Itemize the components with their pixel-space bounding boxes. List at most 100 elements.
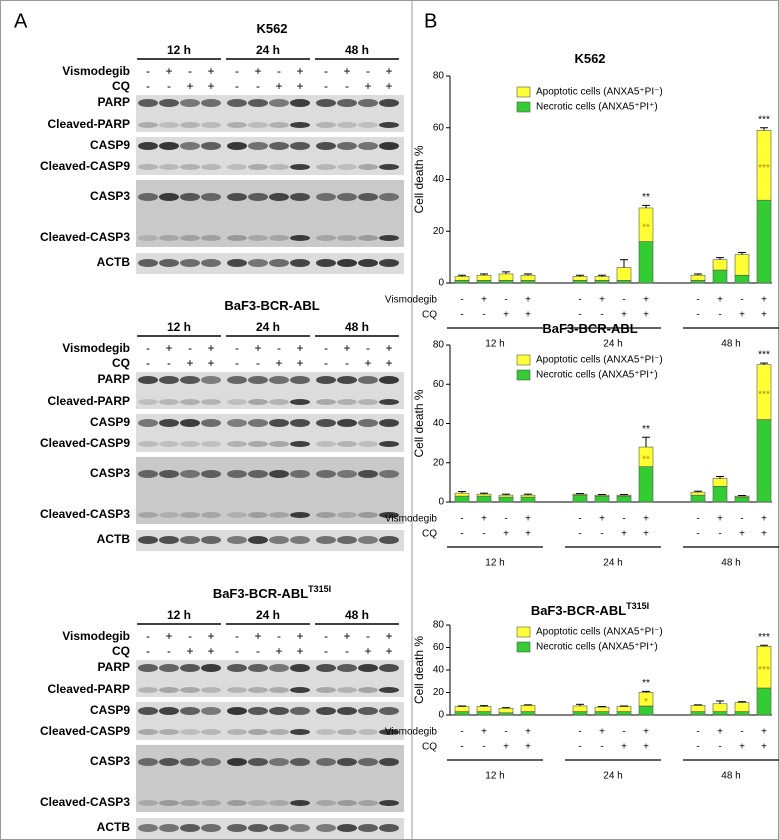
band-label: Cleaved-CASP3 <box>40 507 130 521</box>
bar <box>690 274 706 281</box>
band <box>269 376 289 384</box>
band <box>138 122 158 128</box>
bar <box>454 711 470 716</box>
band <box>316 441 336 447</box>
band-label: CASP3 <box>90 189 130 203</box>
band <box>180 164 200 170</box>
sign: - <box>324 629 328 643</box>
title: BaF3-BCR-ABLT315I <box>531 601 649 618</box>
band <box>316 512 336 518</box>
band <box>227 758 247 766</box>
band <box>358 376 378 384</box>
sign: + <box>643 742 649 753</box>
group-label: 12 h <box>485 339 504 350</box>
y-tick-label: 80 <box>433 71 445 82</box>
band <box>248 399 268 405</box>
sign: + <box>525 295 531 306</box>
band <box>290 399 310 405</box>
band-label: CASP9 <box>90 703 130 717</box>
band <box>159 824 179 832</box>
band <box>138 824 158 832</box>
treatment-label: Vismodegib <box>385 295 438 306</box>
sign: + <box>296 79 303 93</box>
band <box>159 687 179 693</box>
sign: - <box>460 742 463 753</box>
band <box>316 235 336 241</box>
band <box>248 122 268 128</box>
band <box>159 399 179 405</box>
group-label: 12 h <box>485 558 504 569</box>
band <box>248 512 268 518</box>
band <box>337 536 357 544</box>
error-bar <box>738 251 746 255</box>
title: K562 <box>256 21 287 36</box>
treatment-label: CQ <box>422 310 437 321</box>
sign: + <box>207 629 214 643</box>
bar <box>616 267 632 281</box>
band <box>227 470 247 478</box>
band <box>138 664 158 672</box>
band <box>138 470 158 478</box>
treatment-label: CQ <box>112 644 130 658</box>
band <box>316 687 336 693</box>
bar <box>734 496 750 503</box>
bar <box>498 273 514 281</box>
legend-swatch <box>516 86 531 98</box>
sign: - <box>324 79 328 93</box>
band <box>227 376 247 384</box>
sign: + <box>481 727 487 738</box>
band <box>159 99 179 107</box>
sign: + <box>481 514 487 525</box>
sign: + <box>296 629 303 643</box>
sign: + <box>343 64 350 78</box>
band <box>316 419 336 427</box>
sign: + <box>207 79 214 93</box>
sign: - <box>578 295 581 306</box>
bar <box>594 276 610 281</box>
band <box>180 536 200 544</box>
legend-swatch <box>516 369 531 381</box>
bar <box>520 274 536 281</box>
sign: - <box>146 356 150 370</box>
band <box>227 193 247 201</box>
sign: + <box>761 529 767 540</box>
band <box>290 376 310 384</box>
title-text: BaF3-BCR-ABL <box>542 321 637 336</box>
title: K562 <box>574 51 605 66</box>
band-label: Cleaved-CASP9 <box>40 436 130 450</box>
sign: - <box>600 310 603 321</box>
band <box>201 824 221 832</box>
sign: + <box>739 742 745 753</box>
band <box>159 235 179 241</box>
bar <box>616 495 632 503</box>
band <box>227 259 247 267</box>
treatment-label: CQ <box>112 79 130 93</box>
sign: + <box>186 79 193 93</box>
band <box>159 707 179 715</box>
band <box>337 99 357 107</box>
group-label: 48 h <box>721 771 740 782</box>
sign: + <box>717 727 723 738</box>
bar <box>638 466 654 503</box>
sign: - <box>578 742 581 753</box>
bar <box>572 494 588 503</box>
bar <box>594 280 610 284</box>
bar <box>476 493 492 497</box>
sign: + <box>296 644 303 658</box>
sign: - <box>324 341 328 355</box>
error-bar <box>642 436 650 448</box>
band <box>201 729 221 735</box>
band <box>227 824 247 832</box>
sign: + <box>525 727 531 738</box>
time-label: 12 h <box>167 320 191 334</box>
sign: - <box>366 64 370 78</box>
error-bar <box>694 490 702 493</box>
band <box>180 729 200 735</box>
sign: - <box>235 64 239 78</box>
band-label: CASP9 <box>90 138 130 152</box>
time-label: 12 h <box>167 43 191 57</box>
significance: *** <box>758 350 770 361</box>
band <box>180 824 200 832</box>
title-text: K562 <box>574 51 605 66</box>
